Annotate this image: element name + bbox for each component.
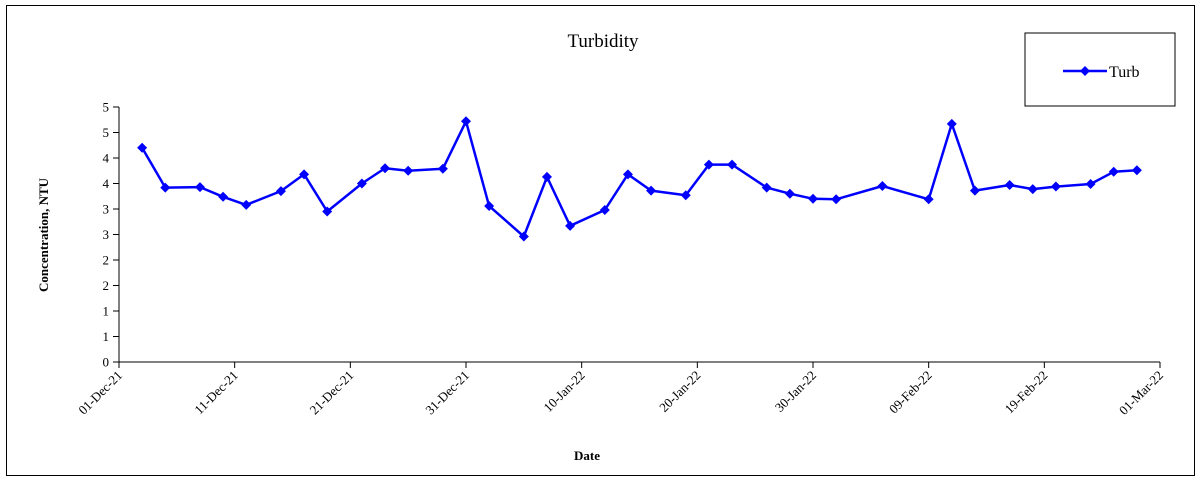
y-tick-label: 3 — [103, 202, 110, 217]
x-tick-label: 01-Mar-22 — [1116, 368, 1166, 418]
y-tick-label: 4 — [103, 176, 110, 191]
data-point — [322, 206, 333, 217]
x-tick-label: 19-Feb-22 — [1002, 368, 1051, 417]
y-tick-label: 3 — [103, 227, 110, 242]
data-point — [160, 182, 171, 193]
data-point — [137, 142, 148, 153]
data-point — [877, 181, 888, 192]
data-point — [946, 118, 957, 129]
data-point — [518, 231, 529, 242]
legend-box — [1024, 32, 1176, 107]
data-point — [484, 200, 495, 211]
x-tick-label: 09-Feb-22 — [886, 368, 935, 417]
x-tick-label: 20-Jan-22 — [656, 368, 703, 415]
data-point — [1050, 181, 1061, 192]
legend: Turb — [1024, 32, 1176, 107]
legend-marker — [1080, 66, 1090, 76]
data-point — [241, 199, 252, 210]
data-point — [461, 116, 471, 127]
x-ticks: 01-Dec-21 11-Dec-21 21-Dec-21 31-Dec-21 10-J… — [75, 362, 1166, 418]
data-point — [275, 186, 286, 197]
data-point — [969, 185, 980, 196]
data-point — [1004, 180, 1015, 191]
axes — [118, 107, 1160, 363]
data-point — [218, 191, 229, 202]
x-tick-label: 10-Jan-22 — [540, 368, 587, 415]
data-point — [1085, 179, 1096, 190]
y-tick-label: 2 — [103, 278, 110, 293]
data-point — [680, 190, 691, 201]
data-point — [356, 178, 367, 189]
data-point — [194, 182, 205, 193]
data-point — [808, 193, 818, 204]
data-point — [923, 194, 934, 205]
y-tick-label: 2 — [103, 253, 110, 268]
data-point — [761, 182, 772, 193]
y-tick-label: 1 — [103, 304, 110, 319]
y-tick-label: 5 — [103, 125, 110, 140]
data-point — [646, 185, 657, 196]
y-tick-label: 0 — [103, 355, 110, 370]
x-tick-label: 30-Jan-22 — [772, 368, 819, 415]
data-point — [1027, 184, 1038, 195]
series-line — [141, 120, 1137, 238]
data-point — [437, 163, 448, 174]
data-point — [541, 171, 552, 182]
y-ticks: 0 1 1 2 2 3 3 4 4 5 5 — [103, 100, 119, 370]
y-tick-label: 1 — [103, 329, 110, 344]
legend-label: Turb — [1109, 64, 1140, 81]
chart-frame — [6, 5, 1195, 476]
chart-title: Turbidity — [567, 31, 639, 52]
x-tick-label: 01-Dec-21 — [75, 368, 125, 418]
y-tick-label: 4 — [103, 151, 110, 166]
data-point — [403, 165, 414, 176]
data-point — [727, 159, 738, 170]
x-tick-label: 21-Dec-21 — [307, 368, 357, 418]
data-point — [565, 220, 576, 231]
data-point — [1108, 166, 1119, 177]
data-point — [380, 163, 391, 174]
x-axis-label: Date — [574, 448, 600, 463]
y-tick-label: 5 — [103, 100, 110, 115]
data-point — [1131, 165, 1142, 176]
data-point — [599, 205, 610, 216]
data-point — [703, 159, 714, 170]
data-point — [784, 188, 795, 199]
series-turb — [137, 116, 1142, 242]
x-tick-label: 11-Dec-21 — [191, 368, 241, 418]
data-point — [299, 169, 310, 180]
data-point — [831, 194, 842, 205]
data-point — [622, 169, 633, 180]
y-axis-label: Concentration, NTU — [36, 177, 51, 292]
x-tick-label: 31-Dec-21 — [422, 368, 472, 418]
